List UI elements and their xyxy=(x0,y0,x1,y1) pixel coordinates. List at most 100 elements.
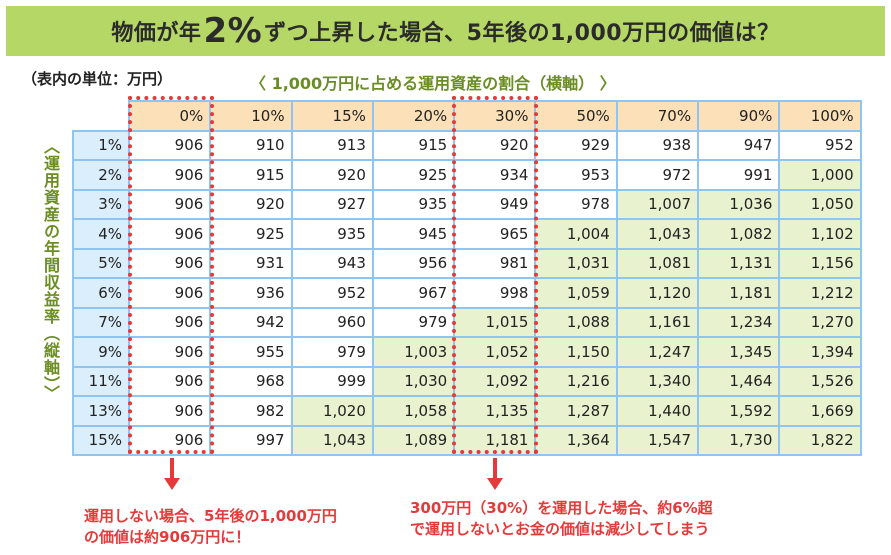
table-cell: 913 xyxy=(290,129,374,161)
table-cell: 1,181 xyxy=(697,277,781,309)
table-row: 13% 906 982 1,020 1,058 1,135 1,287 1,440 1,592 1… xyxy=(72,395,862,427)
table-cell: 979 xyxy=(371,306,456,338)
table-cell: 915 xyxy=(371,129,456,161)
table-cell: 956 xyxy=(371,247,456,279)
table-cell: 1,150 xyxy=(534,336,618,368)
right-note: 300万円（30%）を運用した場合、約6%超 で運用しないとお金の価値は減少して… xyxy=(410,498,713,540)
table-cell: 1,730 xyxy=(697,424,781,456)
table-corner xyxy=(72,100,130,132)
table-cell: 999 xyxy=(290,365,374,397)
table-cell: 925 xyxy=(209,218,293,250)
title-highlight: 2% xyxy=(203,11,263,51)
row-header-5pct: 5% xyxy=(72,247,130,279)
y-axis-title: 〈運用資産の年間収益率（縦軸）〉 xyxy=(41,138,60,402)
column-header-100pct: 100% xyxy=(778,100,862,132)
table-cell: 1,181 xyxy=(453,424,537,456)
x-axis-title: 〈 1,000万円に占める運用資産の割合（横軸） 〉 xyxy=(250,74,616,93)
table-cell: 1,270 xyxy=(778,306,862,338)
table-cell: 1,394 xyxy=(778,336,862,368)
table-row: 15% 906 997 1,043 1,089 1,181 1,364 1,547 1,730 1… xyxy=(72,424,862,456)
table-cell: 906 xyxy=(127,424,212,456)
row-header-6pct: 6% xyxy=(72,277,130,309)
table-cell: 1,440 xyxy=(615,395,700,427)
table-cell: 1,822 xyxy=(778,424,862,456)
row-header-13pct: 13% xyxy=(72,395,130,427)
value-table: 0% 10% 15% 20% 30% 50% 70% 90% 100% 1% 906 910 913 9… xyxy=(72,100,862,456)
table-row: 4% 906 925 935 945 965 1,004 1,043 1,082 1,102 xyxy=(72,218,862,250)
table-row: 6% 906 936 952 967 998 1,059 1,120 1,181 1,212 xyxy=(72,277,862,309)
table-cell: 1,082 xyxy=(697,218,781,250)
row-header-4pct: 4% xyxy=(72,218,130,250)
table-cell: 1,156 xyxy=(778,247,862,279)
table-cell: 936 xyxy=(209,277,293,309)
table-cell: 998 xyxy=(453,277,537,309)
table-cell: 1,592 xyxy=(697,395,781,427)
table-cell: 1,547 xyxy=(615,424,700,456)
table-cell: 1,345 xyxy=(697,336,781,368)
table-row: 2% 906 915 920 925 934 953 972 991 1,000 xyxy=(72,159,862,191)
table-cell: 935 xyxy=(290,218,374,250)
row-header-9pct: 9% xyxy=(72,336,130,368)
table-cell: 1,102 xyxy=(778,218,862,250)
table-cell: 1,036 xyxy=(697,188,781,220)
table-cell: 1,247 xyxy=(615,336,700,368)
column-header-70pct: 70% xyxy=(615,100,700,132)
table-cell: 906 xyxy=(127,129,212,161)
table-cell: 920 xyxy=(290,159,374,191)
table-cell: 1,287 xyxy=(534,395,618,427)
table-cell: 997 xyxy=(209,424,293,456)
table-cell: 1,015 xyxy=(453,306,537,338)
table-cell: 920 xyxy=(209,188,293,220)
table-cell: 967 xyxy=(371,277,456,309)
table-cell: 1,131 xyxy=(697,247,781,279)
table-cell: 1,526 xyxy=(778,365,862,397)
table-cell: 1,059 xyxy=(534,277,618,309)
table-cell: 1,004 xyxy=(534,218,618,250)
table-cell: 1,030 xyxy=(371,365,456,397)
table-cell: 960 xyxy=(290,306,374,338)
table-body: 1% 906 910 913 915 920 929 938 947 952 2% 906 915 920… xyxy=(72,129,862,456)
table-cell: 1,669 xyxy=(778,395,862,427)
table-cell: 906 xyxy=(127,247,212,279)
table-row: 1% 906 910 913 915 920 929 938 947 952 xyxy=(72,129,862,161)
table-cell: 925 xyxy=(371,159,456,191)
column-header-10pct: 10% xyxy=(209,100,293,132)
table-cell: 982 xyxy=(209,395,293,427)
table-cell: 906 xyxy=(127,306,212,338)
table-cell: 1,120 xyxy=(615,277,700,309)
table-cell: 929 xyxy=(534,129,618,161)
title-prefix: 物価が年 xyxy=(111,21,202,46)
row-header-2pct: 2% xyxy=(72,159,130,191)
table-cell: 1,031 xyxy=(534,247,618,279)
table-cell: 1,058 xyxy=(371,395,456,427)
table-cell: 1,003 xyxy=(371,336,456,368)
table-cell: 906 xyxy=(127,395,212,427)
table-cell: 952 xyxy=(778,129,862,161)
table-row: 7% 906 942 960 979 1,015 1,088 1,161 1,234 1,270 xyxy=(72,306,862,338)
left-note-line-2: の価値は約906万円に！ xyxy=(84,528,251,546)
table-cell: 991 xyxy=(697,159,781,191)
table-cell: 1,081 xyxy=(615,247,700,279)
table-cell: 1,052 xyxy=(453,336,537,368)
table-cell: 910 xyxy=(209,129,293,161)
table-cell: 947 xyxy=(697,129,781,161)
table-cell: 906 xyxy=(127,159,212,191)
table-cell: 1,212 xyxy=(778,277,862,309)
table-cell: 906 xyxy=(127,336,212,368)
table-cell: 949 xyxy=(453,188,537,220)
table-cell: 1,007 xyxy=(615,188,700,220)
row-header-11pct: 11% xyxy=(72,365,130,397)
table-cell: 935 xyxy=(371,188,456,220)
table-cell: 1,464 xyxy=(697,365,781,397)
table-cell: 1,234 xyxy=(697,306,781,338)
table-cell: 978 xyxy=(534,188,618,220)
left-arrow-icon xyxy=(164,458,180,490)
table-cell: 920 xyxy=(453,129,537,161)
table-cell: 981 xyxy=(453,247,537,279)
table-cell: 1,020 xyxy=(290,395,374,427)
table-cell: 931 xyxy=(209,247,293,279)
table-row: 5% 906 931 943 956 981 1,031 1,081 1,131 1,156 xyxy=(72,247,862,279)
table-cell: 1,043 xyxy=(290,424,374,456)
table-row: 3% 906 920 927 935 949 978 1,007 1,036 1,050 xyxy=(72,188,862,220)
table-cell: 955 xyxy=(209,336,293,368)
